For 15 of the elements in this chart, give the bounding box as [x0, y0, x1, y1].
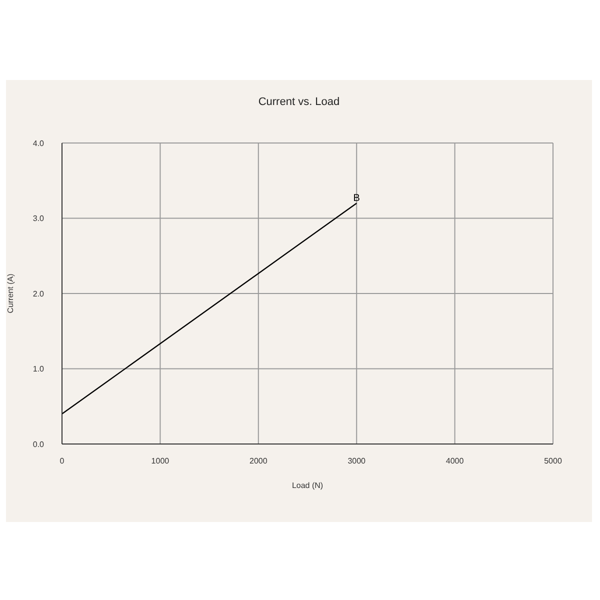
y-tick-label: 4.0 [32, 138, 45, 148]
chart-title: Current vs. Load [257, 96, 341, 108]
x-tick-label: 2000 [250, 456, 268, 466]
y-tick-label: 2.0 [32, 289, 45, 298]
y-tick-label: 3.0 [32, 214, 45, 224]
x-tick-label: 1000 [151, 456, 170, 466]
y-tick-label: 0.0 [32, 440, 45, 449]
x-tick-label: 4000 [446, 456, 464, 466]
x-tick-label: 5000 [544, 456, 562, 466]
y-tick-label: 1.0 [32, 364, 45, 374]
x-axis-title: Load (N) [292, 481, 324, 490]
y-axis-title: Current (A) [6, 273, 15, 314]
annotation: B [353, 193, 360, 204]
x-tick-label: 0 [60, 456, 65, 466]
x-tick-label: 3000 [348, 456, 366, 466]
